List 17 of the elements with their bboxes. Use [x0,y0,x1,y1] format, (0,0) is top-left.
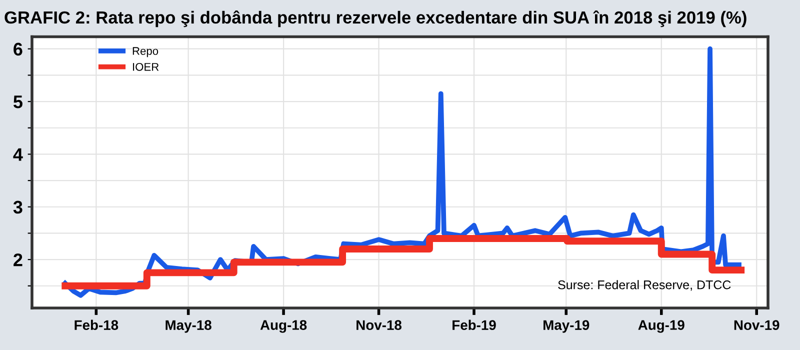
annotation: Surse: Federal Reserve, DTCC [558,280,731,291]
legend-label: Repo [132,47,158,58]
x-tick-label: Nov-19 [734,320,780,330]
x-tick-label: Aug-19 [638,320,684,333]
legend-label: IOER [133,62,159,71]
y-tick-label: 2 [14,253,22,266]
chart-title: GRAFIC 2: Rata repo şi dobânda pentru rezervele excedentare din SUA în 2018 şi 2019 (%) [4,10,746,28]
x-tick-label: Aug-18 [260,320,307,333]
x-tick-label: May-19 [544,320,590,333]
y-tick-label: 4 [13,148,23,161]
x-tick-label: May-18 [166,320,212,333]
y-tick-label: 3 [13,200,22,214]
x-tick-label: Nov-18 [356,320,402,330]
y-tick-label: 5 [13,96,22,108]
x-tick-label: Feb-19 [452,320,496,330]
x-tick-label: Feb-18 [74,320,118,330]
y-tick-label: 6 [14,42,22,56]
